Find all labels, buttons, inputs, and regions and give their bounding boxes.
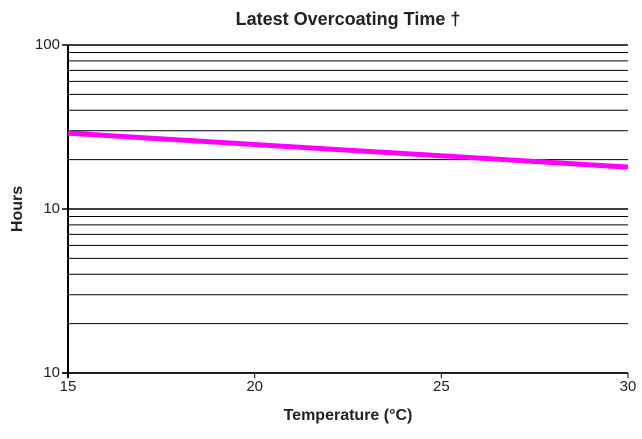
x-axis-label: Temperature (°C): [284, 407, 413, 424]
x-tick-label: 15: [60, 378, 77, 395]
y-tick-label: 100: [35, 36, 60, 53]
y-tick-label: 10: [43, 200, 60, 217]
x-tick-label: 20: [246, 378, 263, 395]
chart-title: Latest Overcoating Time †: [236, 9, 461, 29]
y-tick-label: 10: [43, 364, 60, 381]
line-series: [67, 130, 629, 170]
x-tick-label: 25: [433, 378, 450, 395]
x-tick-label: 30: [620, 378, 637, 395]
y-axis-label: Hours: [9, 186, 26, 232]
